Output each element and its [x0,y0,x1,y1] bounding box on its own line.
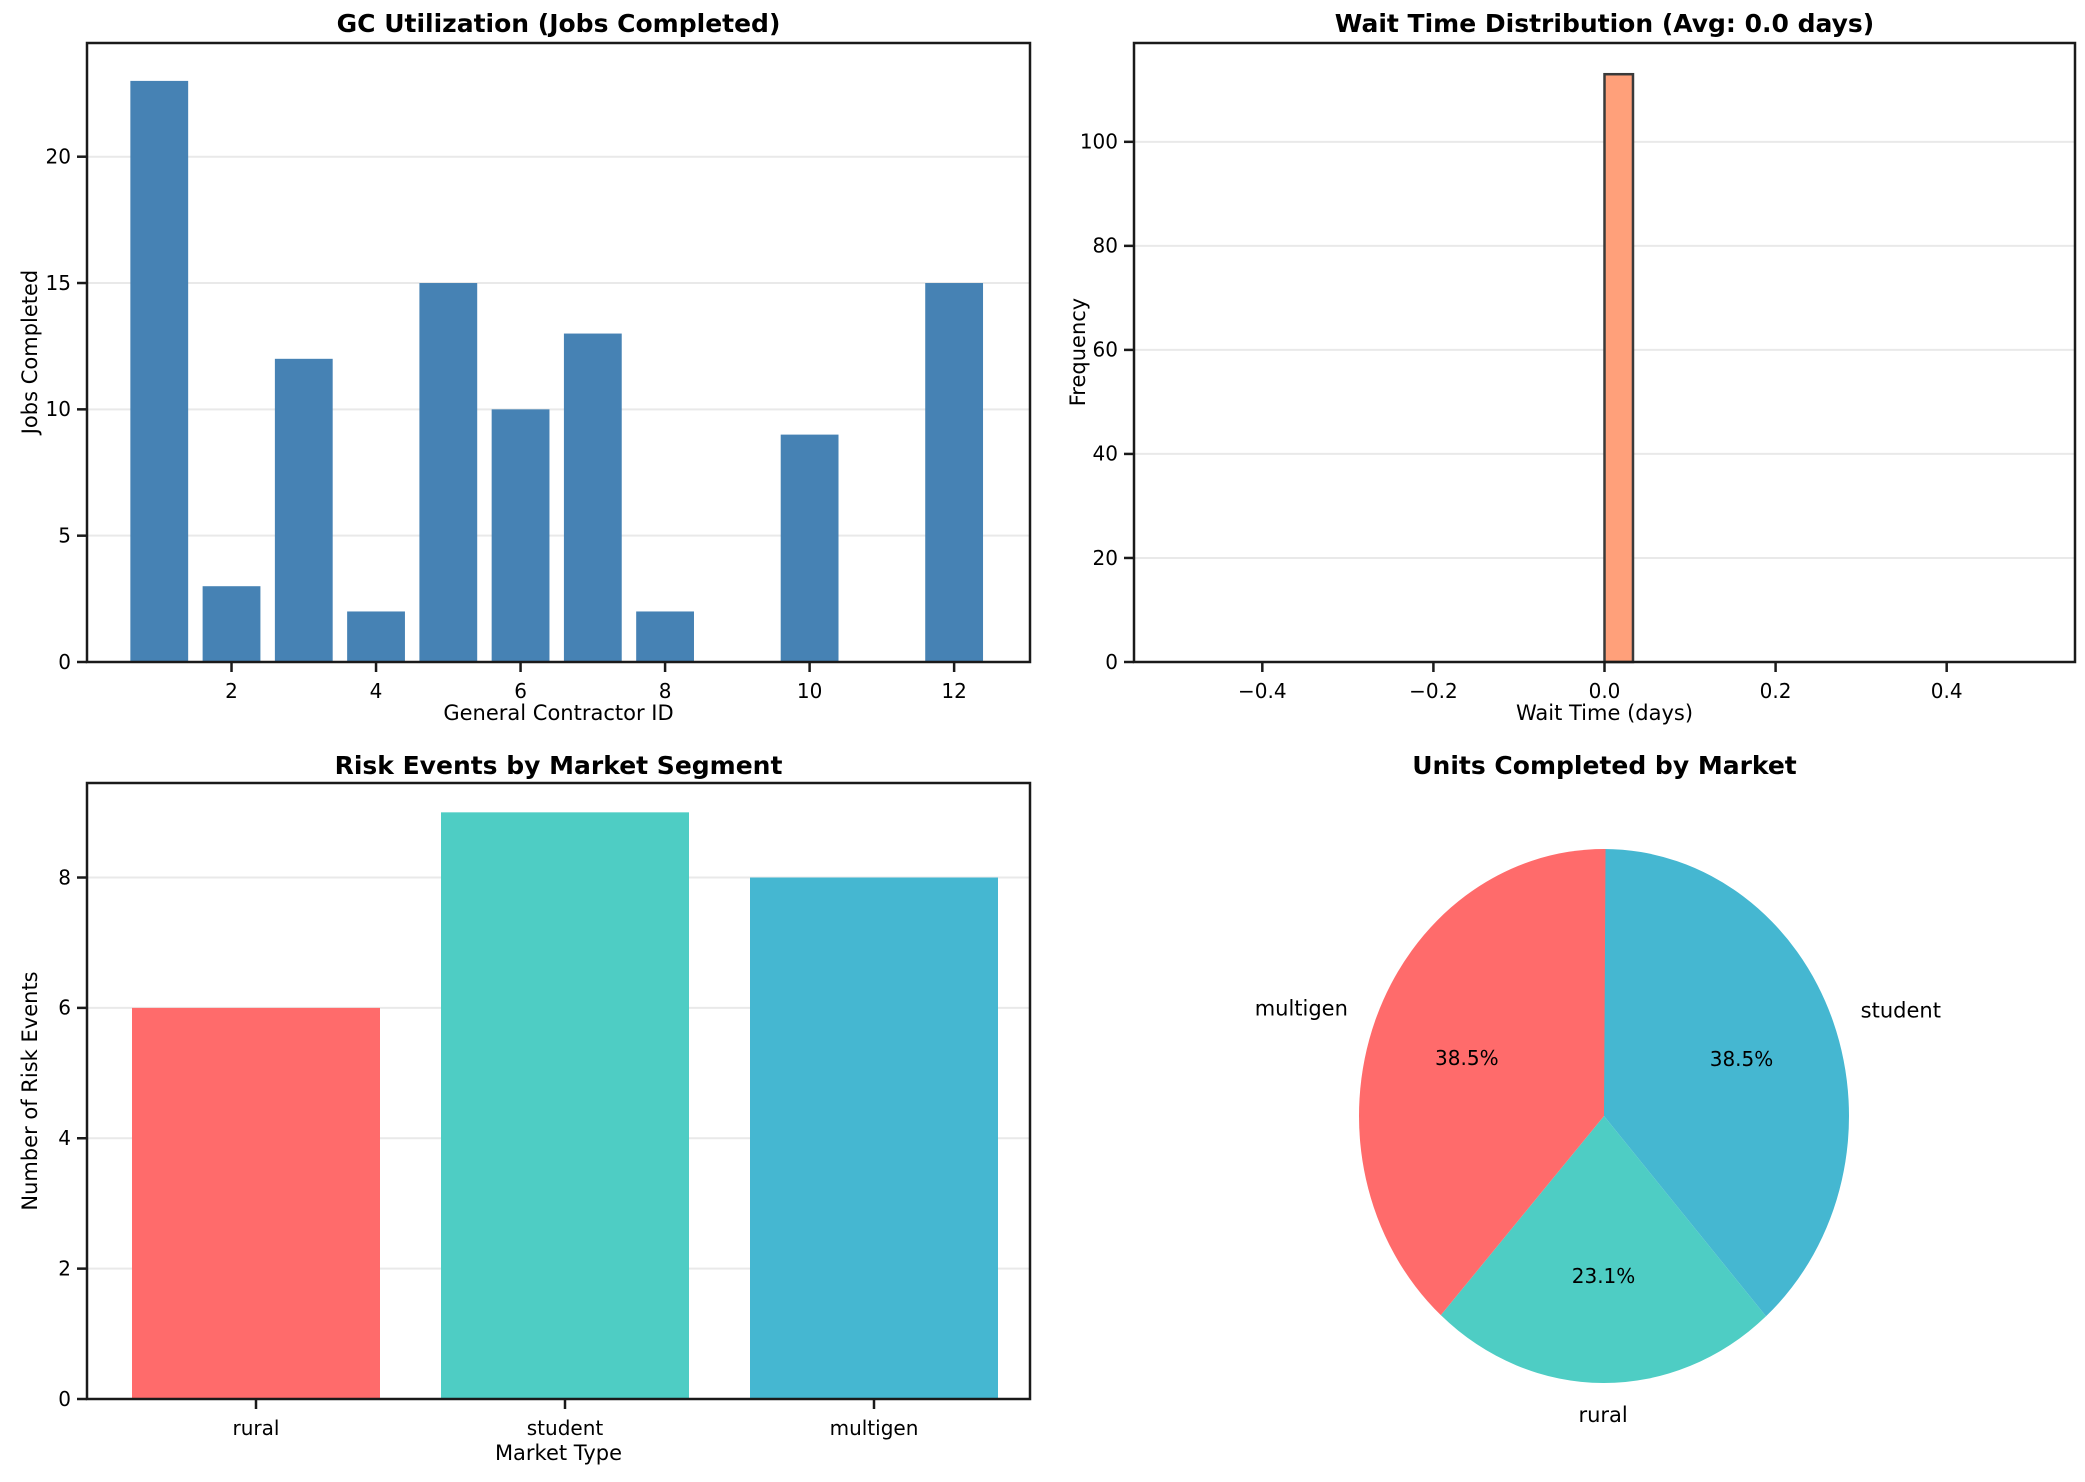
risk-bar-multigen [750,877,998,1399]
y-tick-label: 0 [1105,650,1118,674]
pie-label-rural: rural [1578,1403,1627,1427]
y-tick-label: 2 [58,1256,71,1280]
pie-slice-rural [1440,1116,1767,1383]
pie-pct-student: 38.5% [1710,1047,1774,1071]
x-tick-label: −0.4 [1238,679,1287,703]
units-pie-title: Units Completed by Market [1412,751,1797,780]
pie-slice-student [1604,849,1849,1317]
units-pie-chart: 38.5% student 23.1% rural 38.5% multigen [1255,849,1941,1427]
gc-utilization-xlabel: General Contractor ID [443,701,674,725]
y-tick-label: 40 [1093,442,1118,466]
wait-time-xlabel: Wait Time (days) [1515,701,1694,725]
x-tick-label: rural [233,1416,280,1440]
pie-slice-multigen [1359,849,1606,1316]
y-tick-label: 60 [1093,338,1118,362]
gc-bar-8 [636,611,694,662]
x-tick-label: −0.2 [1409,679,1458,703]
y-tick-label: 5 [58,523,71,547]
x-tick-label: 10 [797,679,822,703]
risk-bar-student [441,812,689,1399]
x-tick-label: 4 [370,679,383,703]
x-tick-label: 0.2 [1760,679,1792,703]
risk-bar-rural [132,1007,380,1399]
gc-utilization-chart: 0 5 10 15 20 2 4 6 8 10 12 [46,41,1032,703]
x-tick-label: 12 [941,679,966,703]
y-tick-label: 4 [58,1126,71,1150]
x-tick-label: 2 [225,679,238,703]
wait-time-chart: 0 20 40 60 80 100 −0.4 −0.2 0.0 0.2 0.4 [1080,41,2077,703]
gc-bar-10 [780,434,839,662]
gc-utilization-title: GC Utilization (Jobs Completed) [336,9,781,38]
pie-pct-multigen: 38.5% [1435,1046,1499,1070]
risk-events-title: Risk Events by Market Segment [334,751,783,780]
y-tick-label: 10 [46,397,71,421]
gc-bar-5 [419,283,478,662]
gc-bar-7 [563,333,622,662]
gc-bar-12 [925,283,984,662]
y-tick-label: 15 [46,271,71,295]
y-tick-label: 100 [1080,130,1118,154]
y-tick-label: 6 [58,996,71,1020]
x-tick-label: 0.0 [1589,679,1621,703]
y-tick-label: 0 [58,650,71,674]
gc-bar-2 [202,586,261,662]
x-tick-label: student [527,1416,604,1440]
gc-bar-3 [274,358,333,662]
risk-events-xlabel: Market Type [494,1441,623,1465]
axes-frame [85,781,1032,1401]
y-tick-label: 0 [58,1387,71,1411]
y-tick-label: 20 [46,144,71,168]
axes-frame [85,41,1032,664]
pie-label-student: student [1861,998,1941,1022]
wait-time-title: Wait Time Distribution (Avg: 0.0 days) [1334,9,1875,38]
y-tick-label: 80 [1093,234,1118,258]
risk-events-chart: 0 2 4 6 8 rural student multigen [58,781,1032,1440]
pie-pct-rural: 23.1% [1572,1264,1636,1288]
y-tick-label: 20 [1093,546,1118,570]
gc-bar-1 [130,80,189,663]
x-tick-label: multigen [830,1416,919,1440]
x-tick-label: 8 [659,679,672,703]
x-tick-label: 6 [514,679,527,703]
gc-bar-4 [347,611,405,662]
y-tick-label: 8 [58,865,71,889]
wait-time-hist-bar [1603,72,1635,664]
gc-bar-6 [491,409,550,662]
x-tick-label: 0.4 [1931,679,1963,703]
pie-label-multigen: multigen [1255,997,1348,1021]
